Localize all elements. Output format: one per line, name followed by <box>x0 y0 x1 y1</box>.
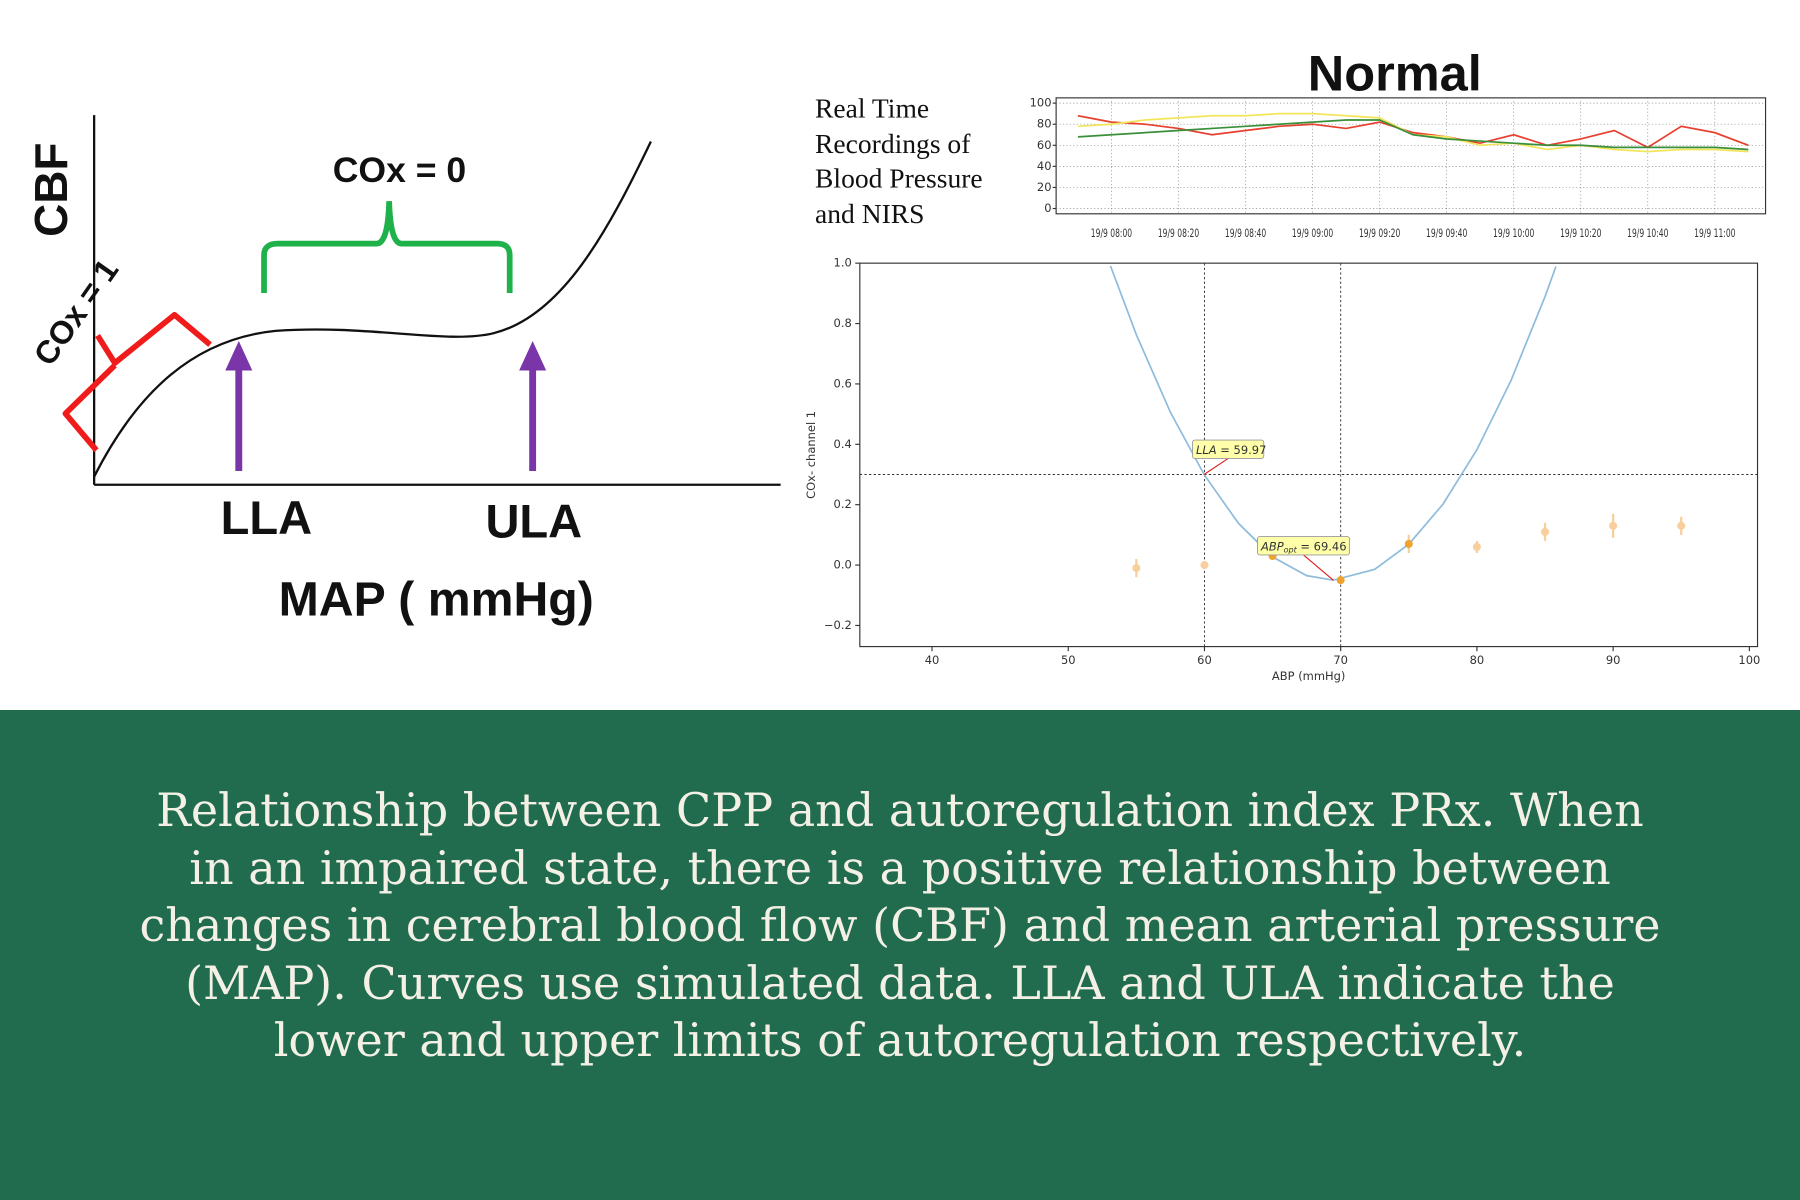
annotation-arrow <box>1203 457 1229 475</box>
y-tick-label: 0.6 <box>834 376 852 390</box>
y-tick-label: 0.2 <box>834 497 852 511</box>
x-tick-label: 50 <box>1061 653 1076 667</box>
x-tick-label: 19/9 09:00 <box>1292 226 1333 240</box>
annotation-name: LLA <box>1196 442 1217 456</box>
x-tick-label: 70 <box>1333 653 1348 667</box>
x-tick-label: 19/9 10:20 <box>1560 226 1601 240</box>
series-line <box>1077 119 1749 151</box>
cbf-curve <box>93 140 652 478</box>
x-tick-label: 60 <box>1197 653 1212 667</box>
x-tick-label: 19/9 10:40 <box>1627 226 1668 240</box>
panel-title: Normal <box>1308 45 1482 102</box>
y-tick-label: 0.8 <box>834 316 852 330</box>
data-point <box>1132 564 1141 573</box>
caption: Relationship between CPP and autoregulat… <box>139 783 1661 1067</box>
y-tick-label: 60 <box>1037 138 1052 152</box>
recordings-label-box: Real Time Recordings of Blood Pressure a… <box>815 94 983 230</box>
data-point <box>1200 561 1209 570</box>
data-point <box>1609 521 1618 530</box>
data-point <box>1472 542 1481 551</box>
x-tick-label: 80 <box>1470 653 1485 667</box>
x-tick-label: 19/9 10:00 <box>1493 226 1534 240</box>
linear-brace <box>62 311 212 453</box>
y-tick-label: 40 <box>1037 159 1052 173</box>
y-tick-label: 100 <box>1030 96 1052 110</box>
y-tick-label: 0.0 <box>834 558 852 572</box>
annotation-label: LLA = 59.97 <box>1196 442 1266 456</box>
annotation-text: = 59.97 <box>1217 442 1267 456</box>
ula-arrow <box>519 340 547 471</box>
x-tick-label: 19/9 08:40 <box>1225 226 1266 240</box>
lla-arrow <box>225 340 253 471</box>
ula-label: ULA <box>485 494 582 547</box>
data-point <box>1677 521 1686 530</box>
annotation-name: ABP <box>1260 539 1284 553</box>
figure: CBF COx = 1 COx = 0 LLA ULA MAP ( mmHg) … <box>25 45 1767 683</box>
cox0-label: COx = 0 <box>333 150 467 190</box>
data-point <box>1336 576 1345 585</box>
lla-label: LLA <box>221 491 312 544</box>
annotation-subscript: opt <box>1284 545 1298 554</box>
annotation-box <box>1192 439 1265 459</box>
plateau-brace <box>261 201 513 294</box>
annotation-box <box>1257 536 1350 556</box>
caption-band: Relationship between CPP and autoregulat… <box>0 710 1800 1200</box>
y-tick-label: 0 <box>1044 201 1051 215</box>
annotation-label: ABPopt = 69.46 <box>1260 539 1347 554</box>
x-axis-label: ABP (mmHg) <box>1272 669 1345 683</box>
y-tick-label: 1.0 <box>834 256 852 270</box>
x-tick-label: 19/9 09:20 <box>1359 226 1400 240</box>
y-tick-label: 80 <box>1037 117 1052 131</box>
annotation-text: = 69.46 <box>1297 539 1347 553</box>
y-tick-label: −0.2 <box>824 618 852 632</box>
x-tick-label: 100 <box>1738 653 1760 667</box>
cox-frame <box>859 262 1759 648</box>
annotation-arrow <box>1303 554 1334 581</box>
x-tick-label: 19/9 11:00 <box>1694 226 1735 240</box>
recordings-frame <box>1055 97 1767 215</box>
x-axis-label: MAP ( mmHg) <box>279 573 594 627</box>
x-tick-label: 19/9 08:00 <box>1091 226 1132 240</box>
fit-curve <box>1109 265 1557 582</box>
y-axis-label: CBF <box>25 143 77 237</box>
autoregulation-diagram: CBF COx = 1 COx = 0 LLA ULA MAP ( mmHg) <box>25 115 781 627</box>
x-tick-label: 40 <box>925 653 940 667</box>
x-tick-label: 90 <box>1606 653 1621 667</box>
y-axis-label: COx- channel 1 <box>804 411 818 499</box>
x-tick-label: 19/9 09:40 <box>1426 226 1467 240</box>
data-point <box>1541 527 1550 536</box>
y-tick-label: 20 <box>1037 180 1052 194</box>
x-tick-label: 19/9 08:20 <box>1158 226 1199 240</box>
recordings-label: Real Time Recordings of Blood Pressure a… <box>815 94 983 230</box>
data-point <box>1404 539 1413 548</box>
y-tick-label: 0.4 <box>834 437 852 451</box>
